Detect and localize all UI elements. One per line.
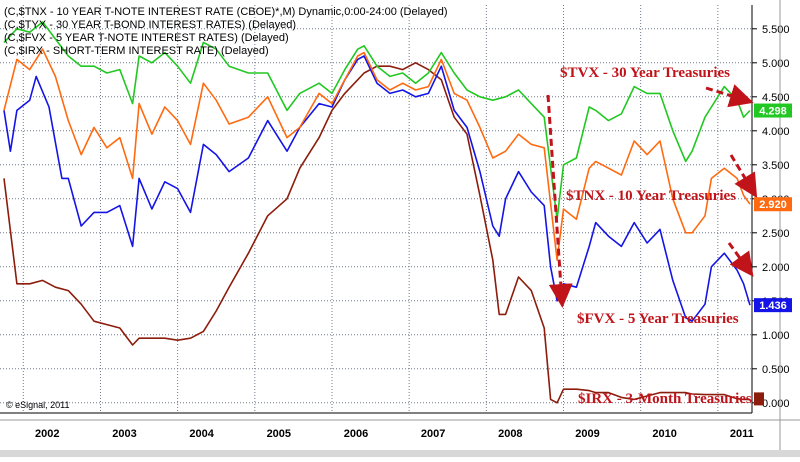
y-tick-label: 3.500 xyxy=(762,160,790,172)
y-tick-label: 4.500 xyxy=(762,92,790,104)
price-value: 4.298 xyxy=(759,106,787,118)
legend-tyx: (C,$TYX - 30 YEAR T-BOND INTEREST RATES)… xyxy=(4,19,296,31)
x-tick-label: 2011 xyxy=(730,428,754,440)
grid-lines xyxy=(0,5,752,413)
legend-tnx: (C,$TNX - 10 YEAR T-NOTE INTEREST RATE (… xyxy=(4,6,448,18)
x-tick-label: 2004 xyxy=(189,428,214,440)
y-tick-label: 0.000 xyxy=(762,398,790,410)
legend-irx: (C,$IRX - SHORT-TERM INTEREST RATE) (Del… xyxy=(4,45,269,57)
price-box xyxy=(754,197,792,212)
x-tick-label: 2007 xyxy=(421,428,445,440)
y-tick-label: 2.000 xyxy=(762,262,790,274)
price-box xyxy=(754,298,792,313)
price-marker xyxy=(754,392,764,406)
annotation-tyx: $TVX - 30 Year Treasuries xyxy=(560,65,730,81)
annotation-arrow xyxy=(705,84,754,108)
x-tick-label: 2005 xyxy=(267,428,291,440)
legend: (C,$TNX - 10 YEAR T-NOTE INTEREST RATE (… xyxy=(4,6,448,57)
legend-fvx: (C,$FVX - 5 YEAR T-NOTE INTEREST RATES) … xyxy=(4,32,289,44)
series-line-fvx xyxy=(3,55,751,322)
y-tick-label: 5.500 xyxy=(762,24,790,36)
y-tick-label: 1.000 xyxy=(762,330,790,342)
price-value: 1.436 xyxy=(759,300,787,312)
esignal-credit: © eSignal, 2011 xyxy=(6,400,70,410)
annotation-irx: $IRX - 3-Month Treasuries xyxy=(578,391,752,407)
x-tick-label: 2003 xyxy=(112,428,136,440)
annotation-arrows xyxy=(546,84,758,308)
x-tick-label: 2010 xyxy=(652,428,676,440)
annotation-tnx: $TNX - 10 Year Treasuries xyxy=(566,188,736,204)
annotation-arrow xyxy=(729,154,758,199)
annotation-arrow xyxy=(546,94,573,308)
price-value: 2.920 xyxy=(759,199,787,211)
series-lines xyxy=(3,21,751,404)
annotation-fvx: $FVX - 5 Year Treasuries xyxy=(577,311,739,327)
annotation-arrow xyxy=(727,242,754,277)
series-line-irx xyxy=(3,62,750,404)
y-tick-label: 0.500 xyxy=(762,364,790,376)
y-tick-label: 5.000 xyxy=(762,58,790,70)
last-price-fvx: 1.436 xyxy=(754,298,792,313)
series-line-tnx xyxy=(3,48,751,261)
x-tick-label: 2008 xyxy=(498,428,522,440)
last-price-irx xyxy=(754,392,764,406)
last-price-tnx: 2.920 xyxy=(754,197,792,212)
annotations: $TVX - 30 Year Treasuries $TNX - 10 Year… xyxy=(560,65,752,407)
y-tick-label: 4.000 xyxy=(762,126,790,138)
last-price-labels: 1.436 2.920 4.298 xyxy=(754,103,792,406)
last-price-tyx: 4.298 xyxy=(754,103,792,118)
series-line-tyx xyxy=(3,21,751,220)
x-tick-label: 2009 xyxy=(575,428,599,440)
price-box xyxy=(754,103,792,118)
scroll-strip xyxy=(0,450,800,457)
x-tick-label: 2006 xyxy=(344,428,368,440)
x-tick-label: 2002 xyxy=(35,428,59,440)
y-tick-label: 2.500 xyxy=(762,228,790,240)
